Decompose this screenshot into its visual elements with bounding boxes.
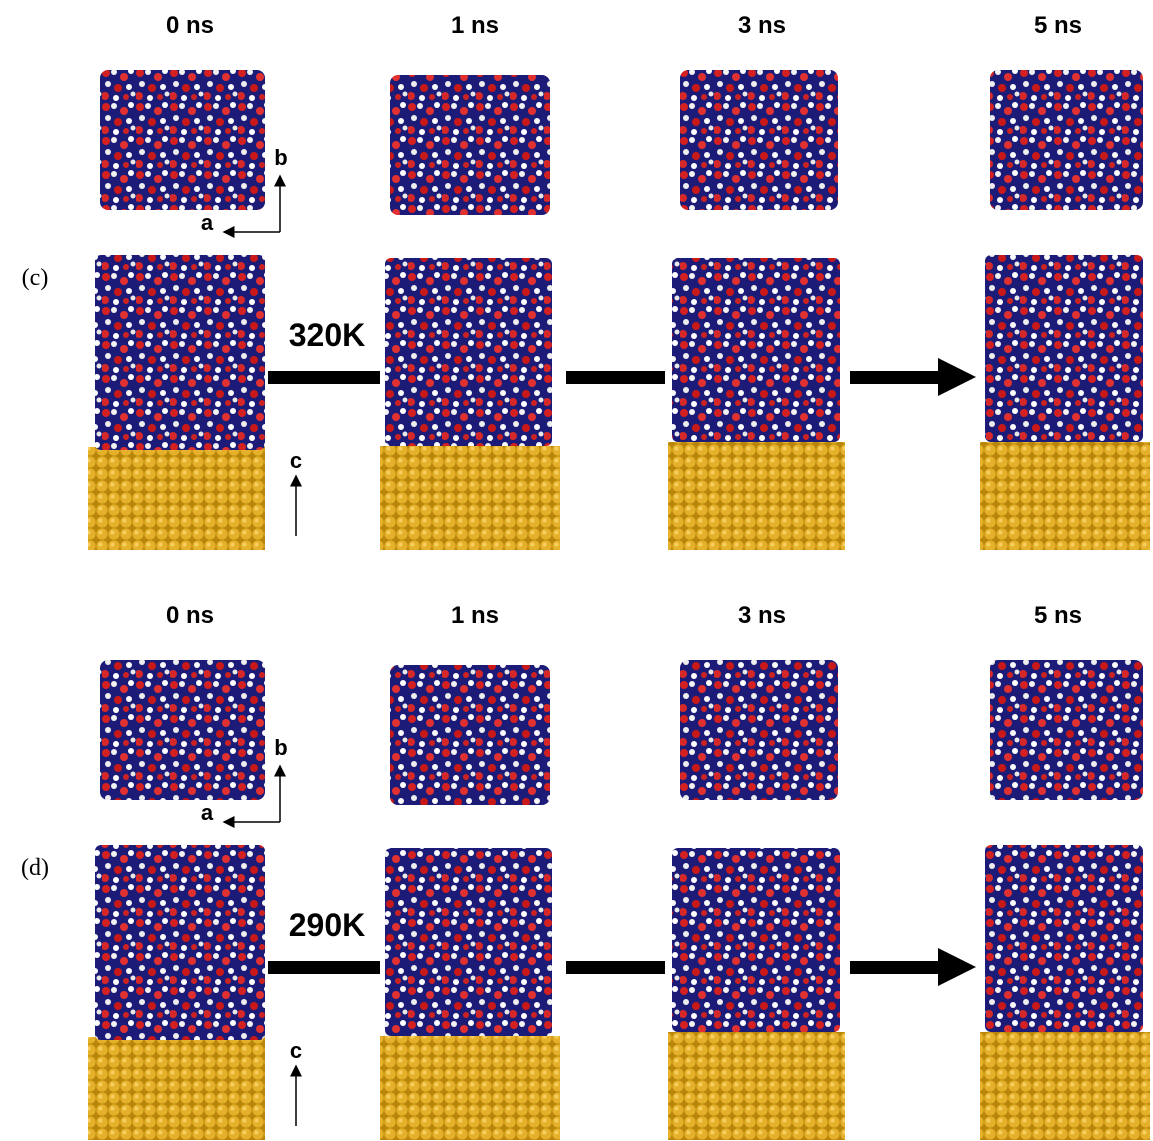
- time-arrow-bar: [850, 371, 940, 384]
- gold-substrate: [980, 1032, 1150, 1140]
- time-arrow-bar: [850, 961, 940, 974]
- temperature-label: 290K: [289, 907, 366, 943]
- time-label: 5 ns: [1034, 602, 1082, 629]
- side-view-snapshot: [385, 258, 552, 446]
- top-view-snapshot: [390, 75, 550, 215]
- time-label: 5 ns: [1034, 12, 1082, 39]
- time-label: 1 ns: [451, 602, 499, 629]
- time-arrow-head: [938, 948, 976, 986]
- panel-label: (d): [21, 855, 49, 881]
- gold-substrate: [88, 447, 265, 550]
- top-view-snapshot: [100, 70, 265, 210]
- axis-label: c: [290, 1038, 302, 1063]
- top-view-snapshot: [680, 660, 838, 800]
- time-arrow-bar: [566, 371, 665, 384]
- side-view-snapshot: [385, 848, 552, 1036]
- side-view-snapshot: [672, 848, 840, 1032]
- axis-label: b: [274, 145, 287, 170]
- gold-substrate: [668, 442, 845, 550]
- time-label: 3 ns: [738, 602, 786, 629]
- top-view-snapshot: [680, 70, 838, 210]
- time-arrow-bar: [566, 961, 665, 974]
- side-view-snapshot: [985, 255, 1143, 442]
- side-view-snapshot: [672, 258, 840, 442]
- gold-substrate: [980, 442, 1150, 550]
- time-label: 0 ns: [166, 602, 214, 629]
- gold-substrate: [380, 446, 560, 550]
- top-view-snapshot: [990, 70, 1143, 210]
- axis-label: b: [274, 735, 287, 760]
- top-view-snapshot: [990, 660, 1143, 800]
- top-view-snapshot: [100, 660, 265, 800]
- time-arrow-bar: [268, 961, 380, 974]
- time-arrow-bar: [268, 371, 380, 384]
- side-view-snapshot: [95, 845, 265, 1040]
- axis-label: c: [290, 448, 302, 473]
- time-label: 3 ns: [738, 12, 786, 39]
- side-view-snapshot: [95, 255, 265, 450]
- gold-substrate: [668, 1032, 845, 1140]
- time-label: 1 ns: [451, 12, 499, 39]
- axis-label: a: [201, 210, 214, 235]
- gold-substrate: [88, 1037, 265, 1140]
- panel-label: (c): [22, 265, 49, 291]
- gold-substrate: [380, 1036, 560, 1140]
- time-label: 0 ns: [166, 12, 214, 39]
- side-view-snapshot: [985, 845, 1143, 1032]
- time-arrow-head: [938, 358, 976, 396]
- top-view-snapshot: [390, 665, 550, 805]
- temperature-label: 320K: [289, 317, 366, 353]
- axis-label: a: [201, 800, 214, 825]
